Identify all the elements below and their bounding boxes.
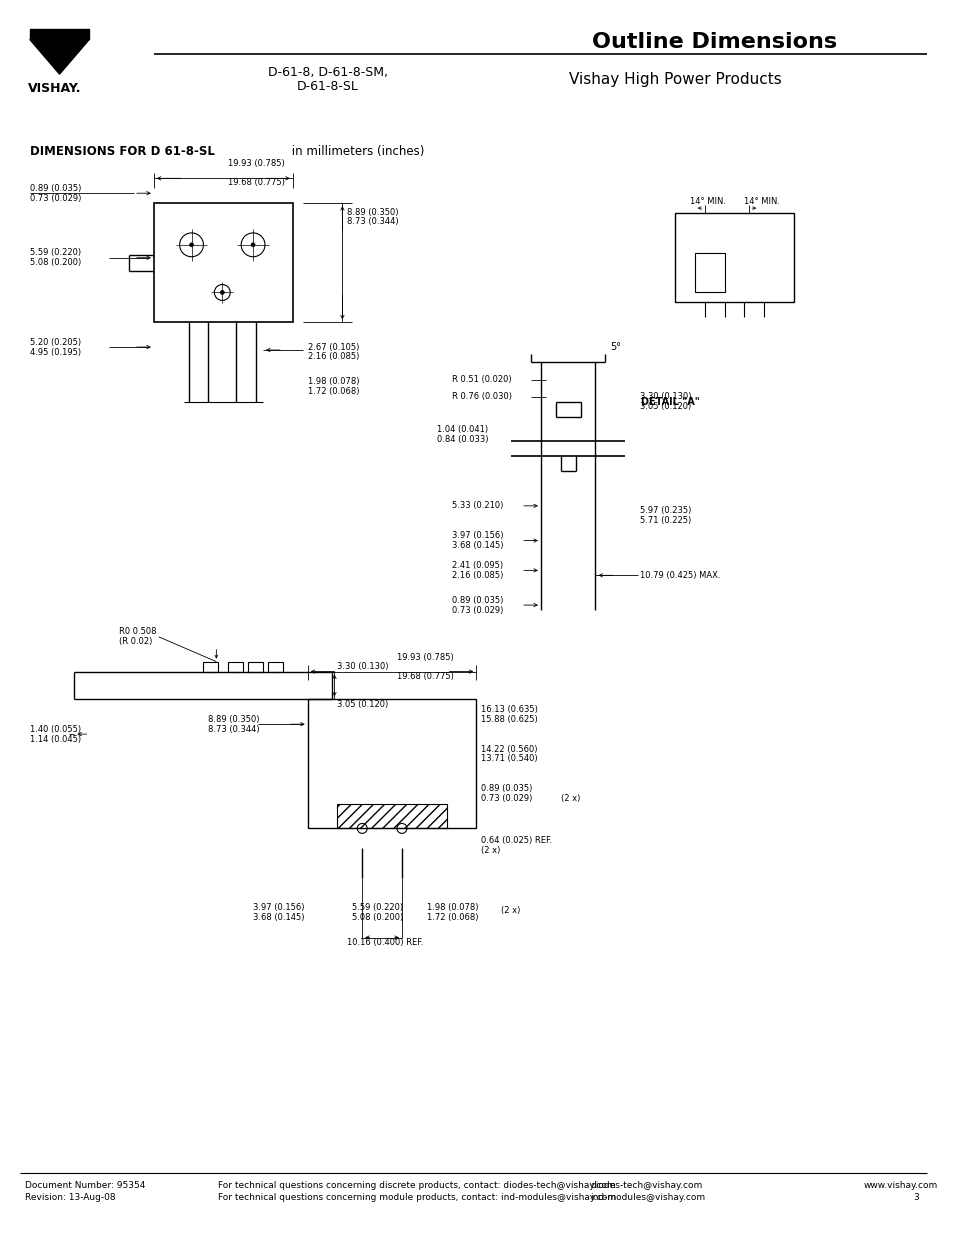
- Text: 0.84 (0.033): 0.84 (0.033): [436, 435, 488, 443]
- Text: 3.68 (0.145): 3.68 (0.145): [451, 541, 502, 550]
- Text: 0.73 (0.029): 0.73 (0.029): [481, 794, 532, 803]
- Text: 0.89 (0.035): 0.89 (0.035): [451, 595, 502, 605]
- Text: D-61-8, D-61-8-SM,: D-61-8, D-61-8-SM,: [267, 65, 387, 79]
- Text: 0.89 (0.035): 0.89 (0.035): [481, 784, 532, 793]
- Text: For technical questions concerning discrete products, contact: diodes-tech@visha: For technical questions concerning discr…: [218, 1181, 616, 1191]
- Text: 8.73 (0.344): 8.73 (0.344): [347, 217, 398, 226]
- Text: 10.79 (0.425) MAX.: 10.79 (0.425) MAX.: [639, 571, 720, 579]
- Text: 19.93 (0.785): 19.93 (0.785): [396, 652, 454, 662]
- Text: DIMENSIONS FOR D 61-8-SL: DIMENSIONS FOR D 61-8-SL: [30, 144, 214, 158]
- Text: 8.73 (0.344): 8.73 (0.344): [208, 725, 260, 734]
- Text: 1.98 (0.078): 1.98 (0.078): [426, 903, 477, 913]
- Text: DETAIL "A": DETAIL "A": [639, 396, 699, 406]
- Text: 15.88 (0.625): 15.88 (0.625): [481, 715, 537, 724]
- Text: 16.13 (0.635): 16.13 (0.635): [481, 705, 537, 714]
- Text: 0.73 (0.029): 0.73 (0.029): [30, 194, 81, 203]
- Text: 5.33 (0.210): 5.33 (0.210): [451, 501, 502, 510]
- Text: 14.22 (0.560): 14.22 (0.560): [481, 745, 537, 753]
- Text: 19.68 (0.775): 19.68 (0.775): [228, 178, 285, 188]
- Bar: [337, 804, 446, 829]
- Text: 1.72 (0.068): 1.72 (0.068): [426, 913, 477, 923]
- Text: 1.04 (0.041): 1.04 (0.041): [436, 425, 487, 433]
- Text: 3.05 (0.120): 3.05 (0.120): [639, 403, 691, 411]
- Text: 0.89 (0.035): 0.89 (0.035): [30, 184, 81, 193]
- Text: D-61-8-SL: D-61-8-SL: [296, 79, 358, 93]
- Text: 2.16 (0.085): 2.16 (0.085): [451, 571, 502, 579]
- Text: 2.16 (0.085): 2.16 (0.085): [308, 352, 358, 362]
- Text: 5.59 (0.220): 5.59 (0.220): [352, 903, 403, 913]
- Circle shape: [251, 243, 254, 247]
- Polygon shape: [30, 40, 90, 74]
- Text: 10.16 (0.400) REF.: 10.16 (0.400) REF.: [347, 939, 423, 947]
- Text: diodes-tech@vishay.com: diodes-tech@vishay.com: [590, 1181, 702, 1191]
- Text: 2.67 (0.105): 2.67 (0.105): [308, 342, 358, 352]
- Text: 1.98 (0.078): 1.98 (0.078): [308, 377, 358, 387]
- Bar: [674, 214, 793, 303]
- Text: 3.30 (0.130): 3.30 (0.130): [337, 662, 389, 671]
- Text: 5°: 5°: [610, 342, 620, 352]
- Text: (R 0.02): (R 0.02): [119, 637, 152, 646]
- Text: 5.59 (0.220): 5.59 (0.220): [30, 248, 81, 257]
- Text: VISHAY.: VISHAY.: [28, 82, 81, 95]
- Text: (2 x): (2 x): [481, 846, 500, 855]
- Text: R 0.51 (0.020): R 0.51 (0.020): [451, 375, 511, 384]
- Text: 0.64 (0.025) REF.: 0.64 (0.025) REF.: [481, 836, 552, 845]
- Text: 5.08 (0.200): 5.08 (0.200): [30, 258, 81, 267]
- Bar: [153, 203, 293, 322]
- Text: 1.72 (0.068): 1.72 (0.068): [308, 388, 358, 396]
- Bar: [248, 662, 263, 672]
- Text: 5.97 (0.235): 5.97 (0.235): [639, 506, 691, 515]
- Text: 19.68 (0.775): 19.68 (0.775): [396, 672, 454, 680]
- Text: For technical questions concerning module products, contact: ind-modules@vishay.: For technical questions concerning modul…: [218, 1193, 616, 1202]
- Text: 0.73 (0.029): 0.73 (0.029): [451, 605, 502, 615]
- Text: 13.71 (0.540): 13.71 (0.540): [481, 755, 537, 763]
- Text: 5.71 (0.225): 5.71 (0.225): [639, 516, 691, 525]
- Text: 8.89 (0.350): 8.89 (0.350): [347, 209, 398, 217]
- Text: 5.20 (0.205): 5.20 (0.205): [30, 337, 81, 347]
- Text: 14° MIN.: 14° MIN.: [689, 196, 725, 206]
- Bar: [268, 662, 282, 672]
- Text: R 0.76 (0.030): R 0.76 (0.030): [451, 393, 511, 401]
- Text: in millimeters (inches): in millimeters (inches): [288, 144, 424, 158]
- Text: www.vishay.com: www.vishay.com: [862, 1181, 937, 1191]
- Text: 1.14 (0.045): 1.14 (0.045): [30, 735, 81, 743]
- Text: 5.08 (0.200): 5.08 (0.200): [352, 913, 403, 923]
- Text: 3.97 (0.156): 3.97 (0.156): [451, 531, 502, 540]
- Bar: [308, 699, 476, 829]
- Text: R0 0.508: R0 0.508: [119, 627, 156, 636]
- Text: 3: 3: [912, 1193, 918, 1202]
- Text: 1.40 (0.055): 1.40 (0.055): [30, 725, 81, 734]
- Text: 3.68 (0.145): 3.68 (0.145): [253, 913, 304, 923]
- Text: (2 x): (2 x): [500, 906, 520, 915]
- Text: 3.30 (0.130): 3.30 (0.130): [639, 393, 691, 401]
- Text: 8.89 (0.350): 8.89 (0.350): [208, 715, 259, 724]
- Circle shape: [220, 290, 224, 294]
- Text: 4.95 (0.195): 4.95 (0.195): [30, 347, 81, 357]
- Circle shape: [190, 243, 193, 247]
- Text: 19.93 (0.785): 19.93 (0.785): [228, 159, 285, 168]
- Bar: [694, 253, 723, 293]
- Text: Document Number: 95354: Document Number: 95354: [25, 1181, 145, 1191]
- Text: Vishay High Power Products: Vishay High Power Products: [568, 72, 781, 86]
- Text: 14° MIN.: 14° MIN.: [743, 196, 780, 206]
- Text: (2 x): (2 x): [560, 794, 579, 803]
- Text: 3.05 (0.120): 3.05 (0.120): [337, 700, 388, 709]
- Text: Outline Dimensions: Outline Dimensions: [592, 32, 837, 52]
- Polygon shape: [30, 30, 90, 40]
- Text: 2.41 (0.095): 2.41 (0.095): [451, 561, 502, 569]
- Bar: [228, 662, 243, 672]
- Text: Revision: 13-Aug-08: Revision: 13-Aug-08: [25, 1193, 115, 1202]
- Bar: [203, 662, 218, 672]
- Text: ind-modules@vishay.com: ind-modules@vishay.com: [590, 1193, 705, 1202]
- Text: 3.97 (0.156): 3.97 (0.156): [253, 903, 304, 913]
